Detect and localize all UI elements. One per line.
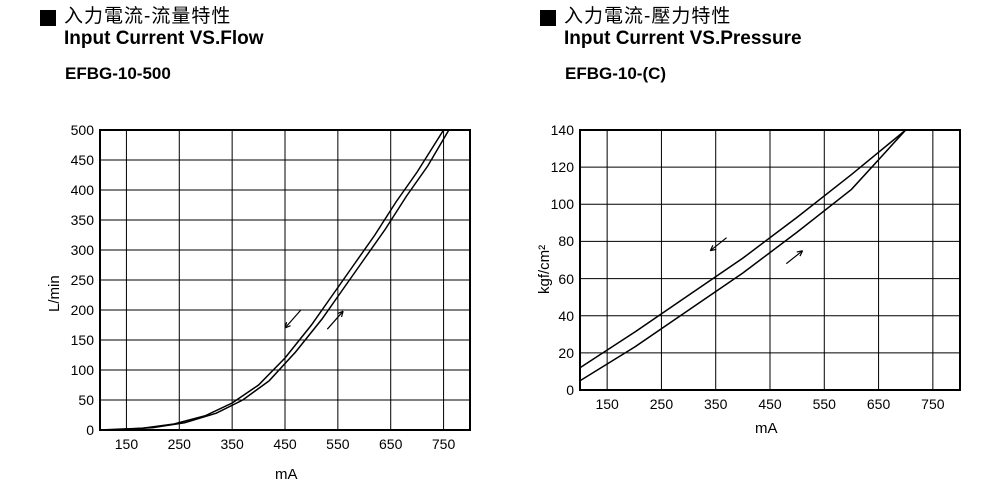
xtick: 250 — [650, 396, 673, 412]
ytick: 200 — [71, 302, 94, 318]
ytick: 100 — [551, 196, 574, 212]
ytick: 400 — [71, 182, 94, 198]
ytick: 40 — [558, 308, 574, 324]
xtick: 350 — [220, 436, 243, 452]
xtick: 150 — [595, 396, 618, 412]
xtick: 550 — [326, 436, 349, 452]
xtick: 650 — [379, 436, 402, 452]
xtick: 250 — [168, 436, 191, 452]
ytick: 100 — [71, 362, 94, 378]
xtick: 450 — [273, 436, 296, 452]
ytick: 500 — [71, 122, 94, 138]
ytick: 120 — [551, 159, 574, 175]
ytick: 150 — [71, 332, 94, 348]
ytick: 300 — [71, 242, 94, 258]
xtick: 550 — [813, 396, 836, 412]
xtick: 450 — [758, 396, 781, 412]
page: 入力電流-流量特性 Input Current VS.Flow EFBG-10-… — [0, 0, 1000, 504]
ytick: 250 — [71, 272, 94, 288]
xtick: 650 — [867, 396, 890, 412]
xtick: 150 — [115, 436, 138, 452]
ytick: 80 — [558, 233, 574, 249]
pressure-chart — [500, 0, 1000, 504]
ytick: 50 — [78, 392, 94, 408]
ytick: 0 — [566, 382, 574, 398]
ytick: 60 — [558, 271, 574, 287]
panel-flow: 入力電流-流量特性 Input Current VS.Flow EFBG-10-… — [0, 0, 500, 504]
ytick: 350 — [71, 212, 94, 228]
xtick: 750 — [921, 396, 944, 412]
ytick: 140 — [551, 122, 574, 138]
ytick: 0 — [86, 422, 94, 438]
xtick: 750 — [432, 436, 455, 452]
ytick: 20 — [558, 345, 574, 361]
ytick: 450 — [71, 152, 94, 168]
panel-pressure: 入力電流-壓力特性 Input Current VS.Pressure EFBG… — [500, 0, 1000, 504]
xtick: 350 — [704, 396, 727, 412]
